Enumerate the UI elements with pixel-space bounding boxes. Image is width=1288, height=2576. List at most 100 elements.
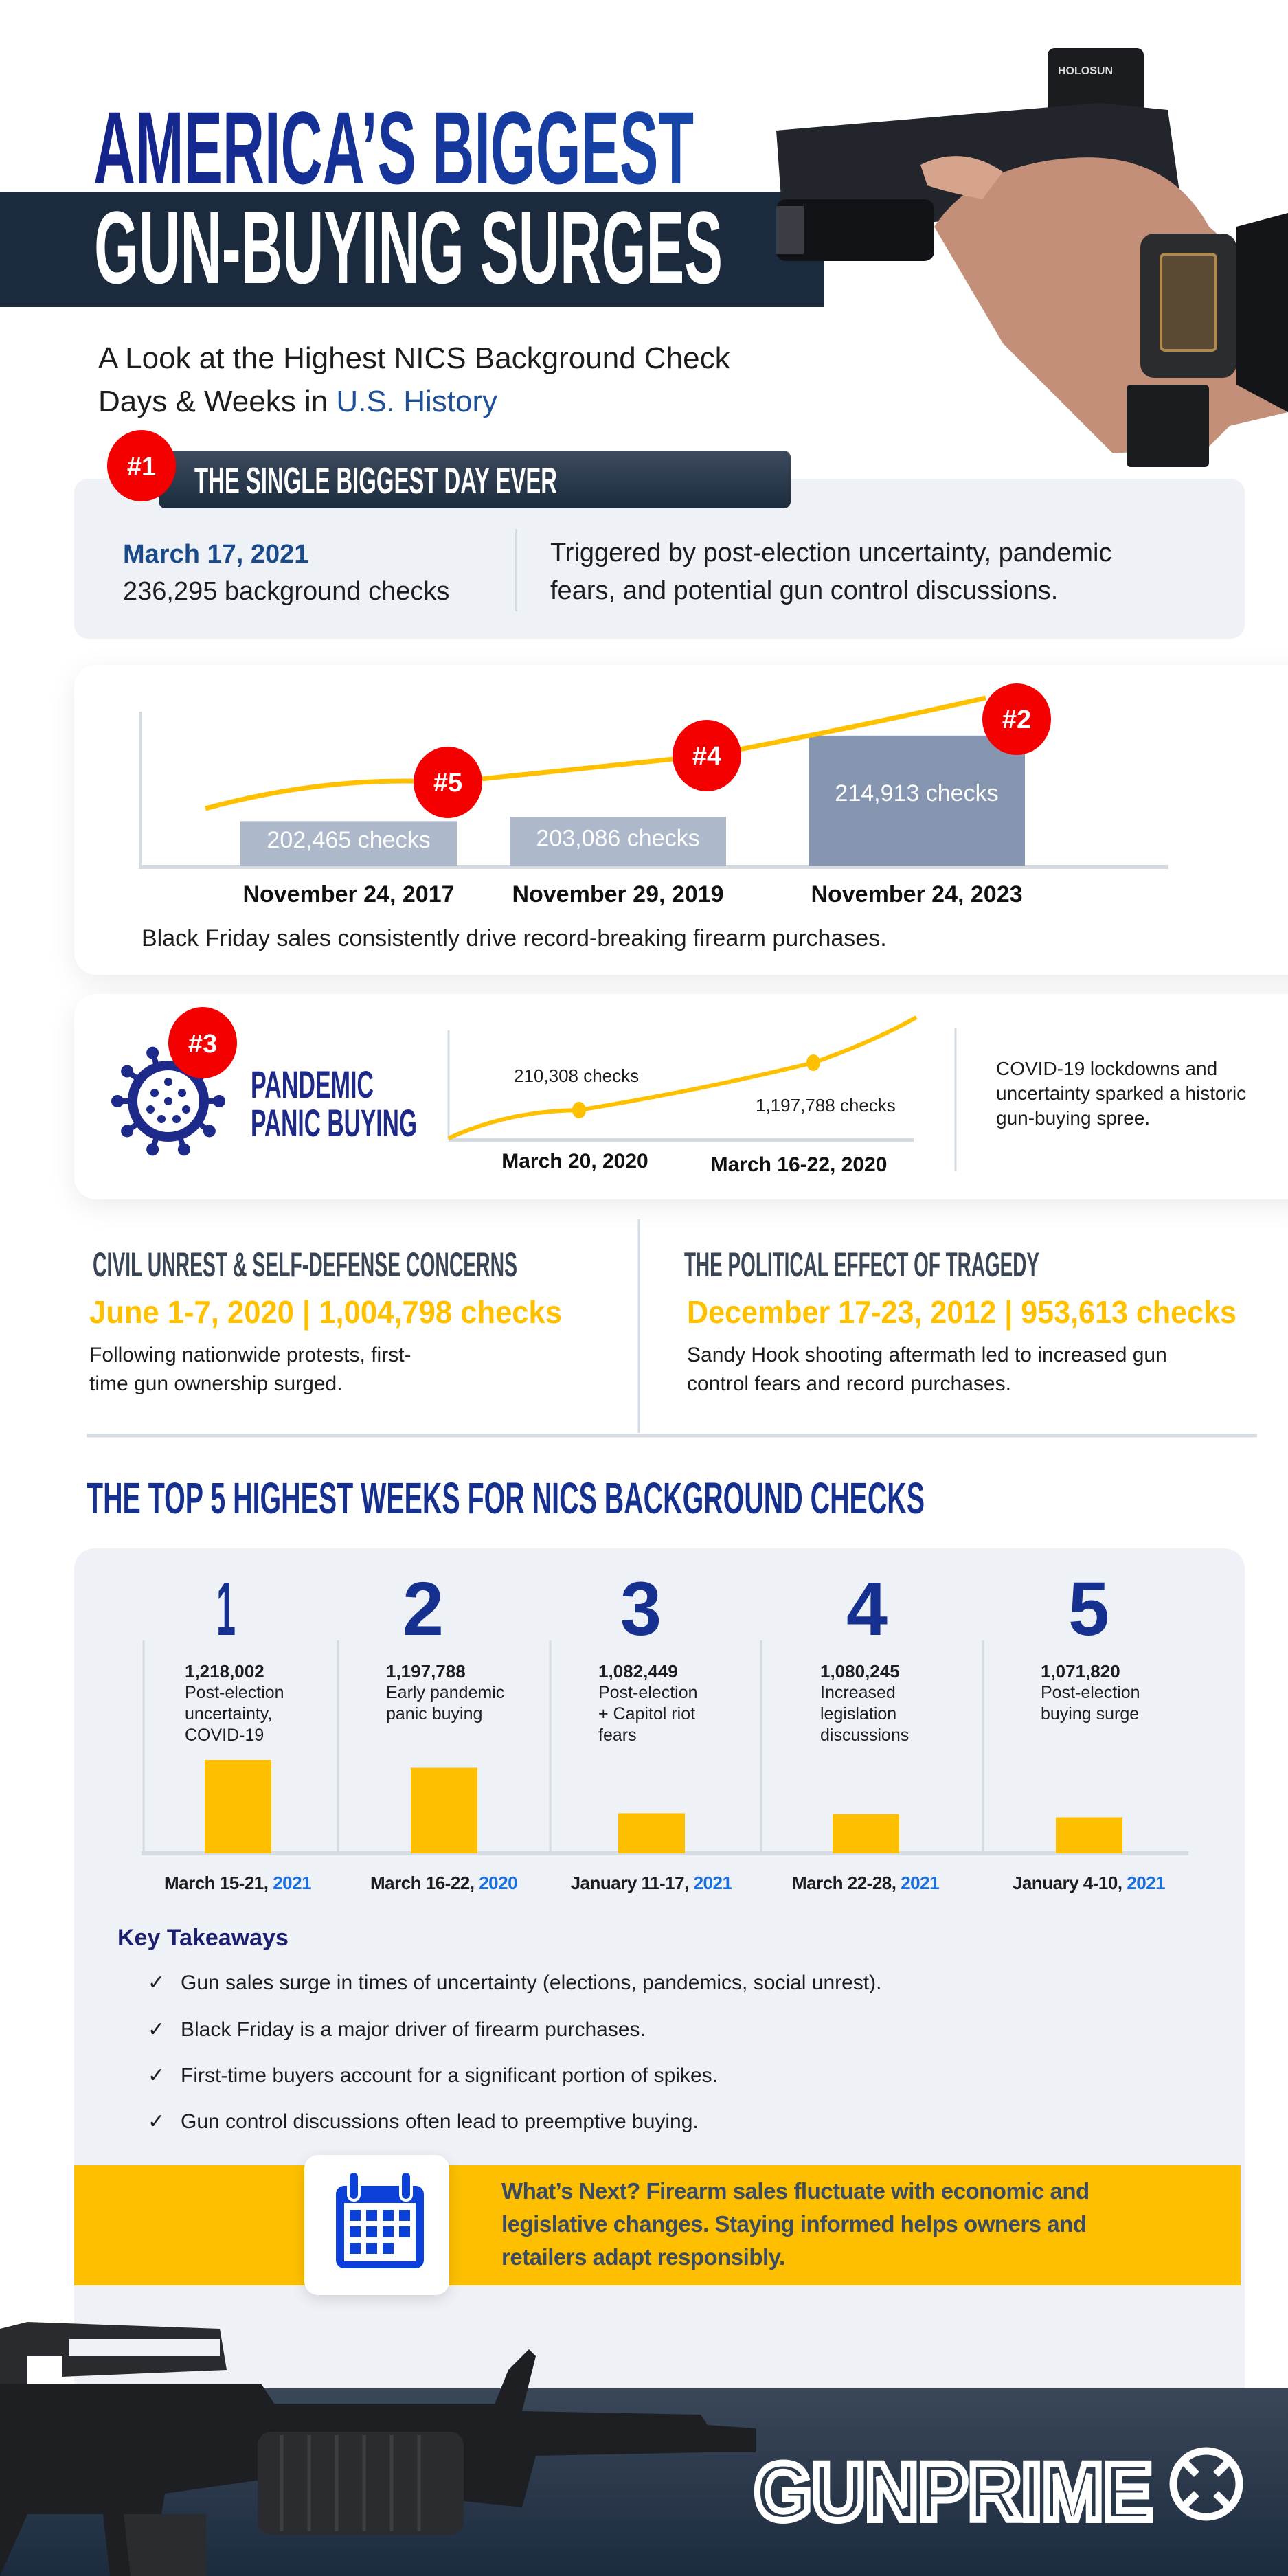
pandemic-heading-line-1: PANDEMIC <box>251 1063 374 1106</box>
header-graphics: HOLOSUN AMERICA’S BIGGEST GUN-BUYING SUR… <box>93 48 1288 467</box>
tragedy-description: Sandy Hook shooting aftermath led to inc… <box>687 1341 1167 1399</box>
takeaway-text: First-time buyers account for a signific… <box>181 2064 718 2087</box>
week-date: January 11-17, 2021 <box>555 1873 747 1894</box>
week-details: 1,071,820 Post-election buying surge <box>1041 1661 1171 1725</box>
bar-label: 214,913 checks <box>835 780 998 806</box>
week-value: 1,071,820 <box>1041 1661 1120 1682</box>
description-line: Triggered by post-election uncertainty, … <box>550 539 1112 567</box>
pandemic-card <box>74 994 1288 1199</box>
week-value: 1,082,449 <box>598 1661 678 1682</box>
top-weeks-heading: THE TOP 5 HIGHEST WEEKS FOR NICS BACKGRO… <box>87 1473 925 1523</box>
rank-badge-label: #3 <box>188 1030 217 1059</box>
title-line-2: GUN-BUYING SURGES <box>94 190 723 305</box>
pandemic-description: COVID-19 lockdowns and uncertainty spark… <box>996 1057 1246 1131</box>
section-heading: THE SINGLE BIGGEST DAY EVER <box>194 460 557 501</box>
biggest-day-checks: 236,295 background checks <box>123 577 450 606</box>
bar <box>240 821 457 866</box>
takeaway-item: ✓ First-time buyers account for a signifi… <box>148 2064 718 2088</box>
takeaways-heading: Key Takeaways <box>117 1925 289 1951</box>
description-line: uncertainty sparked a historic <box>996 1083 1247 1104</box>
bar-label: 202,465 checks <box>267 827 430 853</box>
check-icon: ✓ <box>148 2110 166 2133</box>
point-label: 1,197,788 checks <box>756 1095 896 1116</box>
week-description-line: fears <box>598 1726 637 1745</box>
section-header-bar <box>159 451 791 508</box>
gunprime-logo-text: GUNPRIME <box>754 2447 1153 2538</box>
biggest-day-header: #1 THE SINGLE BIGGEST DAY EVER <box>107 430 791 508</box>
week-value: 1,197,788 <box>386 1661 466 1682</box>
week-date-range: March 15-21, <box>163 1873 273 1893</box>
whats-next-line: What’s Next? Firearm sales fluctuate wit… <box>501 2178 1089 2204</box>
whats-next-text: What’s Next? Firearm sales fluctuate wit… <box>501 2175 1089 2274</box>
week-details: 1,197,788 Early pandemic panic buying <box>386 1661 517 1725</box>
point-date: March 20, 2020 <box>501 1150 648 1173</box>
calendar-icon-box <box>304 2155 449 2295</box>
subtitle-highlight: U.S. History <box>336 385 498 418</box>
week-description-line: buying surge <box>1041 1704 1140 1724</box>
week-details: 1,080,245 Increased legislation discussions <box>820 1661 951 1746</box>
takeaway-text: Black Friday is a major driver of firear… <box>181 2018 646 2041</box>
week-date: January 4-10, 2021 <box>993 1873 1185 1894</box>
civil-unrest-description: Following nationwide protests, first- ti… <box>89 1341 411 1399</box>
week-description-line: + Capitol riot <box>598 1704 696 1724</box>
takeaway-item: ✓ Gun control discussions often lead to p… <box>148 2110 699 2134</box>
week-rank: 2 <box>403 1567 444 1651</box>
biggest-day-description: Triggered by post-election uncertainty, … <box>550 534 1111 610</box>
week-date-range: March 16-22, <box>370 1873 479 1893</box>
whats-next-banner <box>74 2165 1241 2285</box>
week-description-line: legislation <box>820 1704 897 1724</box>
bar-date: November 24, 2017 <box>242 881 454 907</box>
week-bar <box>618 1813 685 1853</box>
rank-badge-label: #4 <box>692 742 721 771</box>
subtitle-line-2: Days & Weeks in U.S. History <box>98 380 730 423</box>
pistol-image: HOLOSUN <box>776 48 1288 467</box>
check-icon: ✓ <box>148 1971 166 1994</box>
takeaway-item: ✓ Black Friday is a major driver of firea… <box>148 2018 646 2042</box>
top-weeks-panel <box>74 1548 1245 2441</box>
week-rank: 3 <box>620 1567 662 1651</box>
rifle-image <box>0 2322 756 2576</box>
bar <box>809 735 1025 866</box>
week-value: 1,218,002 <box>185 1661 264 1682</box>
week-rank: 1 <box>216 1567 236 1651</box>
rank-badge <box>107 430 176 501</box>
check-icon: ✓ <box>148 2018 166 2041</box>
two-column-section: CIVIL UNREST & SELF-DEFENSE CONCERNS Jun… <box>87 1219 1257 1523</box>
description-line: COVID-19 lockdowns and <box>996 1058 1218 1079</box>
week-description-line: Post-election <box>185 1683 284 1702</box>
description-line: Following nationwide protests, first- <box>89 1344 411 1366</box>
week-description-line: Post-election <box>598 1683 698 1702</box>
week-description-line: discussions <box>820 1726 909 1745</box>
pandemic-heading-line-2: PANIC BUYING <box>251 1101 417 1144</box>
week-year: 2021 <box>1127 1873 1166 1893</box>
takeaway-item: ✓ Gun sales surge in times of uncertainty… <box>148 1971 881 1995</box>
week-rank: 4 <box>846 1567 888 1651</box>
rank-badge <box>168 1007 237 1078</box>
subtitle-prefix: Days & Weeks in <box>98 385 337 418</box>
check-icon: ✓ <box>148 2064 166 2087</box>
week-date: March 22-28, 2021 <box>769 1873 962 1894</box>
trend-line <box>447 1015 918 1140</box>
card-divider <box>515 529 517 611</box>
whats-next-line: legislative changes. Staying informed he… <box>501 2211 1087 2237</box>
black-friday-caption: Black Friday sales consistently drive re… <box>142 925 887 951</box>
week-date-range: January 11-17, <box>570 1873 694 1893</box>
week-date-range: January 4-10, <box>1012 1873 1127 1893</box>
bar <box>510 817 726 866</box>
week-year: 2021 <box>693 1873 732 1893</box>
subtitle-line-1: A Look at the Highest NICS Background Ch… <box>98 341 730 375</box>
week-bar <box>411 1767 477 1853</box>
description-line: time gun ownership surged. <box>89 1372 343 1395</box>
takeaway-text: Gun sales surge in times of uncertainty … <box>181 1971 882 1994</box>
civil-unrest-heading: CIVIL UNREST & SELF-DEFENSE CONCERNS <box>93 1245 517 1284</box>
bar-date: November 29, 2019 <box>512 881 723 907</box>
bar-date: November 24, 2023 <box>811 881 1022 907</box>
week-bar <box>205 1760 271 1853</box>
rank-badge <box>414 747 482 818</box>
gunprime-logo: GUNPRIME <box>751 2443 1243 2541</box>
description-line: control fears and record purchases. <box>687 1372 1011 1395</box>
black-friday-chart: 202,465 checks November 24, 2017 203,086 c… <box>139 683 1168 907</box>
week-bar <box>833 1814 899 1853</box>
week-date-range: March 22-28, <box>791 1873 901 1893</box>
crosshair-icon <box>1169 2447 1243 2521</box>
